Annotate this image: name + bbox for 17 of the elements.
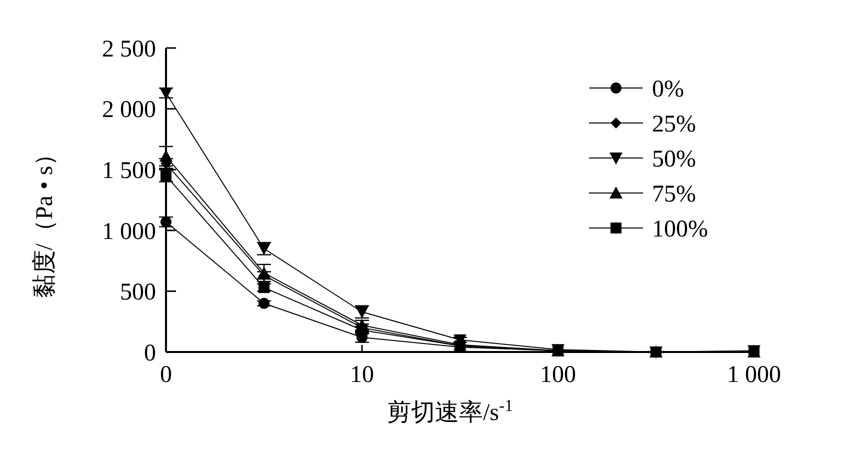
- y-tick-label: 0: [144, 340, 156, 366]
- x-tick-label: 0: [160, 362, 172, 388]
- y-axis-title: 黏度/（Pa • s）: [31, 142, 58, 298]
- y-tick-label: 500: [120, 280, 156, 306]
- legend-label: 25%: [652, 111, 696, 138]
- x-tick-label: 1 000: [727, 362, 781, 388]
- legend-label: 100%: [652, 216, 708, 242]
- x-tick-label: 100: [540, 362, 576, 388]
- legend-label: 0%: [652, 76, 684, 102]
- legend-label: 75%: [652, 181, 696, 208]
- y-tick-label: 2 000: [102, 97, 156, 124]
- y-tick-label: 1 500: [102, 158, 156, 184]
- y-tick-label: 1 000: [102, 218, 156, 245]
- x-axis-title: 剪切速率/s$^{-1}$: [387, 396, 513, 426]
- x-tick-label: 10: [350, 362, 374, 388]
- y-tick-label: 2 500: [102, 36, 156, 62]
- legend-label: 50%: [652, 146, 696, 172]
